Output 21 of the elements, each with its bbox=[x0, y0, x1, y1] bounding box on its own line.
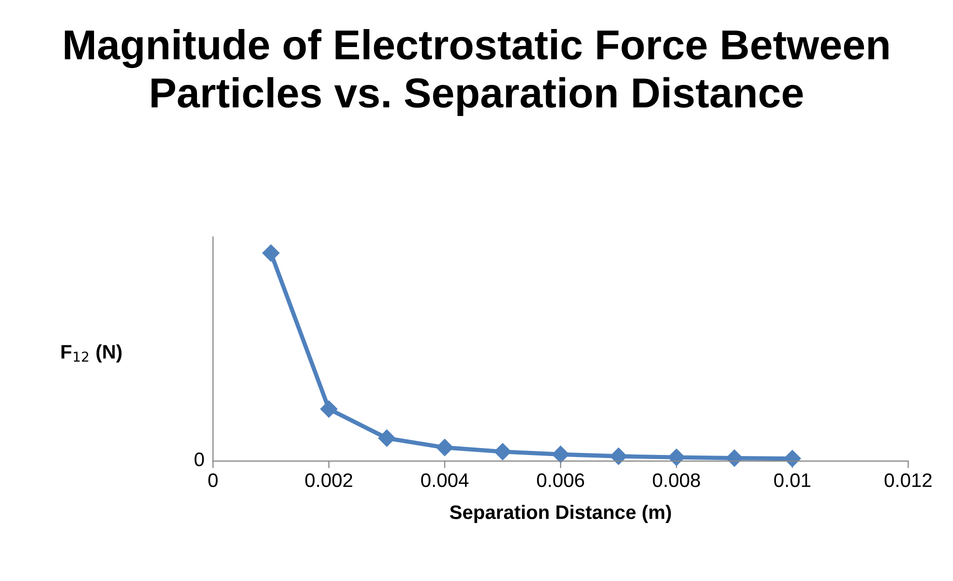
x-tick-label: 0.008 bbox=[652, 473, 700, 488]
x-tick-label: 0.004 bbox=[421, 473, 468, 488]
point bbox=[494, 443, 512, 460]
point bbox=[378, 430, 396, 447]
point bbox=[552, 446, 570, 463]
point bbox=[610, 448, 628, 465]
text: 0 bbox=[194, 452, 204, 466]
x-tick-label: 0.006 bbox=[537, 473, 584, 488]
x-tick-label: 0.01 bbox=[774, 473, 810, 488]
y-axis-title: F$_{12}$ (N) bbox=[62, 344, 122, 362]
point bbox=[436, 438, 454, 456]
point bbox=[784, 450, 801, 468]
x-tick-label: 0.002 bbox=[305, 473, 352, 488]
point bbox=[262, 244, 280, 262]
point bbox=[668, 448, 686, 466]
chart-title: Magnitude of Electrostatic Force Between Particles vs. Separation Distance bbox=[64, 29, 888, 116]
point bbox=[726, 450, 743, 467]
x-axis-title: Separation Distance (m) bbox=[450, 504, 671, 523]
point bbox=[320, 400, 338, 418]
x-tick-label: 0 bbox=[208, 473, 218, 488]
x-tick-label: 0.012 bbox=[884, 473, 932, 488]
